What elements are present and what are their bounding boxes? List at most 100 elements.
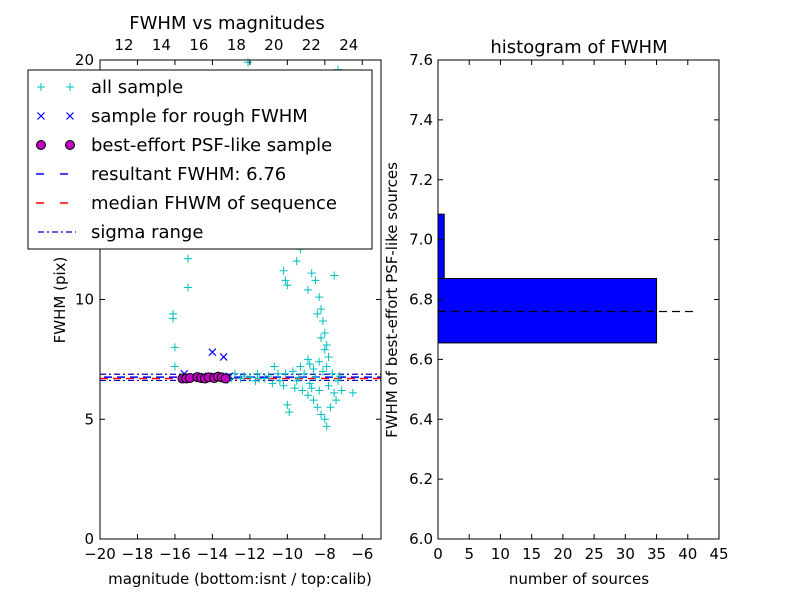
data-point (315, 357, 324, 366)
data-point (307, 384, 316, 393)
data-point (240, 372, 249, 381)
data-point (292, 376, 301, 385)
data-point (273, 369, 282, 378)
top-x-tick-label: 22 (302, 36, 321, 54)
data-point (320, 415, 329, 424)
x-tick-label: −6 (351, 545, 373, 563)
data-point (279, 266, 288, 275)
data-point (283, 400, 292, 409)
top-x-tick-label: 18 (227, 36, 246, 54)
legend-marker (65, 140, 75, 150)
data-point (307, 269, 316, 278)
y-tick-label: 0 (84, 530, 94, 548)
histogram-axes: 0 5 10 15 20 25 30 35 40 45 6.0 6.2 6.4 6.6 6.8 7.0 7.2 7… (409, 51, 728, 563)
data-point (220, 373, 231, 384)
top-x-tick-label: 24 (339, 36, 358, 54)
legend-entry: sample for rough FWHM (37, 106, 308, 127)
legend: all sample sample for rough FWHM best-effo… (27, 69, 373, 250)
x-tick-label: −18 (122, 545, 154, 563)
legend-marker (66, 112, 74, 120)
y-tick-label: 20 (75, 51, 94, 69)
data-point (208, 348, 217, 357)
data-point (315, 386, 324, 395)
top-x-tick-label: 12 (114, 36, 133, 54)
data-point (170, 343, 179, 352)
data-point (328, 369, 337, 378)
data-point (330, 271, 339, 280)
legend-entry: best-effort PSF-like sample (36, 135, 332, 156)
data-point (348, 388, 357, 397)
data-point (317, 410, 326, 419)
legend-marker (37, 112, 45, 120)
left-ylabel: FWHM (pix) (51, 257, 69, 344)
legend-entry: resultant FWHM: 6.76 (36, 164, 286, 185)
left-xlabel: magnitude (bottom:isnt / top:calib) (108, 570, 372, 588)
y-tick-label: 6.6 (409, 350, 433, 368)
legend-label: resultant FWHM: 6.76 (91, 164, 286, 185)
data-point (219, 353, 228, 361)
y-tick-label: 6.0 (409, 530, 433, 548)
data-point (326, 403, 335, 412)
x-tick-label: 30 (616, 545, 635, 563)
data-point (313, 403, 322, 412)
y-tick-label: 7.6 (409, 51, 433, 69)
legend-entry: all sample (37, 77, 183, 98)
data-point (245, 373, 254, 382)
data-point (337, 386, 346, 395)
x-tick-label: 0 (433, 545, 443, 563)
data-point (303, 391, 312, 400)
legend-label: sigma range (91, 222, 203, 243)
y-tick-label: 7.2 (409, 171, 433, 189)
series-2 (177, 371, 231, 384)
data-point (311, 373, 320, 382)
data-point (324, 381, 333, 390)
y-tick-label: 10 (75, 291, 94, 309)
data-point (260, 374, 269, 383)
data-point (315, 293, 324, 302)
data-point (335, 372, 344, 381)
x-tick-label: −10 (272, 545, 304, 563)
data-point (170, 362, 179, 371)
data-point (251, 376, 260, 385)
legend-marker (36, 140, 46, 150)
data-point (268, 379, 277, 388)
y-tick-label: 6.4 (409, 410, 433, 428)
legend-marker (66, 83, 74, 91)
data-point (318, 317, 327, 326)
legend-label: median FHWM of sequence (91, 193, 337, 214)
data-point (318, 367, 327, 376)
x-tick-label: 15 (522, 545, 541, 563)
right-xlabel: number of sources (509, 570, 649, 588)
legend-label: best-effort PSF-like sample (91, 135, 332, 156)
legend-marker (37, 83, 45, 91)
data-point (279, 381, 288, 390)
data-point (285, 408, 294, 417)
data-point (288, 367, 297, 376)
data-point (300, 369, 309, 378)
data-point (270, 362, 279, 371)
data-point (298, 386, 307, 395)
data-point (294, 373, 303, 382)
x-tick-label: 10 (491, 545, 510, 563)
y-tick-label: 6.8 (409, 291, 433, 309)
data-point (330, 388, 339, 397)
data-point (253, 369, 262, 378)
data-point (281, 369, 290, 378)
top-x-tick-label: 14 (152, 36, 171, 54)
histogram-bar (437, 213, 445, 280)
data-point (184, 254, 193, 263)
x-tick-label: −14 (197, 545, 229, 563)
data-point (283, 281, 292, 290)
data-point (313, 309, 322, 318)
data-point (324, 352, 333, 361)
data-point (320, 329, 329, 338)
legend-label: sample for rough FWHM (91, 106, 308, 127)
x-tick-label: 35 (647, 545, 666, 563)
x-tick-label: −8 (314, 545, 336, 563)
legend-entry: median FHWM of sequence (36, 193, 337, 214)
data-point (184, 283, 193, 292)
data-point (317, 305, 326, 314)
data-point (275, 376, 284, 385)
data-point (305, 360, 314, 369)
